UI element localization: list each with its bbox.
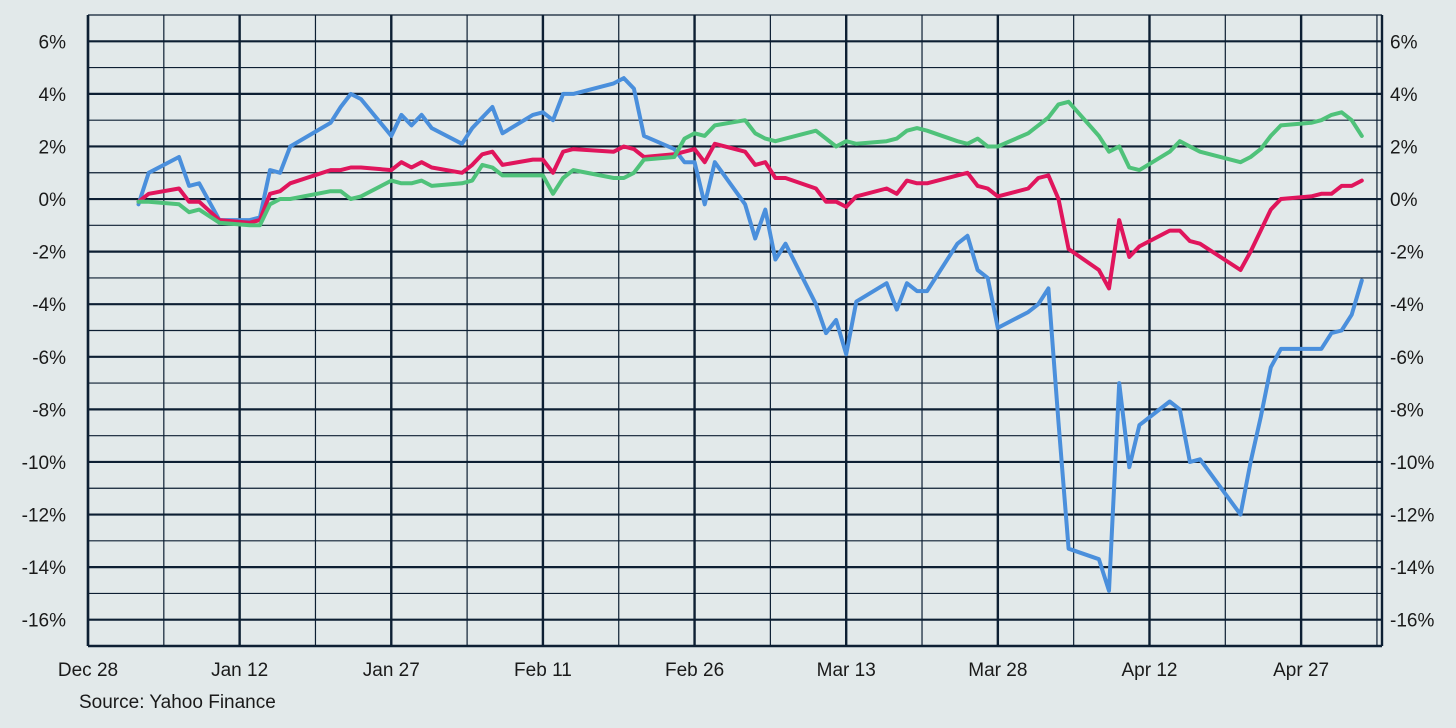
y-tick-label-right: 4%: [1390, 85, 1418, 106]
y-tick-label-left: 0%: [39, 190, 67, 211]
y-tick-label-right: 0%: [1390, 190, 1418, 211]
y-tick-label-left: -16%: [22, 611, 66, 632]
y-tick-label-left: 6%: [39, 32, 67, 53]
x-tick-label: Mar 13: [817, 660, 876, 681]
y-tick-label-right: 2%: [1390, 137, 1418, 158]
y-tick-label-right: -16%: [1390, 611, 1434, 632]
y-tick-label-left: -14%: [22, 558, 66, 579]
x-tick-label: Apr 27: [1273, 660, 1329, 681]
series-line-3: [136, 99, 1364, 228]
y-axis-left: 6% 4% 2% 0% -2% -4% -6% -8% -10% -12% -14% -16%: [22, 32, 66, 631]
y-axis-right: 6% 4% 2% 0% -2% -4% -6% -8% -10% -12% -14% -16%: [1390, 32, 1434, 631]
y-tick-label-right: -12%: [1390, 506, 1434, 527]
x-tick-label: Jan 12: [211, 660, 268, 681]
series-line-1: [136, 76, 1364, 593]
series-line-2: [136, 141, 1364, 291]
y-tick-label-right: -6%: [1390, 348, 1424, 369]
x-tick-label: Dec 28: [58, 660, 118, 681]
y-tick-label-left: -4%: [32, 295, 66, 316]
y-tick-label-right: -4%: [1390, 295, 1424, 316]
y-tick-label-left: -6%: [32, 348, 66, 369]
y-tick-label-right: -14%: [1390, 558, 1434, 579]
x-tick-label: Mar 28: [968, 660, 1027, 681]
series-lines: [136, 76, 1364, 593]
y-tick-label-left: -10%: [22, 453, 66, 474]
y-tick-label-left: -8%: [32, 400, 66, 421]
y-tick-label-left: 2%: [39, 137, 67, 158]
x-tick-label: Jan 27: [363, 660, 420, 681]
y-tick-label-right: -8%: [1390, 400, 1424, 421]
y-tick-label-left: 4%: [39, 85, 67, 106]
x-tick-label: Feb 11: [514, 660, 572, 681]
y-tick-label-right: 6%: [1390, 32, 1418, 53]
x-tick-label: Apr 12: [1121, 660, 1177, 681]
y-tick-label-right: -2%: [1390, 243, 1424, 264]
x-tick-label: Feb 26: [665, 660, 724, 681]
y-tick-label-right: -10%: [1390, 453, 1434, 474]
y-tick-label-left: -12%: [22, 506, 66, 527]
x-axis: Dec 28 Jan 12 Jan 27 Feb 11 Feb 26 Mar 13 Mar …: [58, 660, 1329, 681]
source-note: Source: Yahoo Finance: [79, 692, 276, 713]
chart-grid: [86, 14, 1384, 648]
y-tick-label-left: -2%: [32, 243, 66, 264]
